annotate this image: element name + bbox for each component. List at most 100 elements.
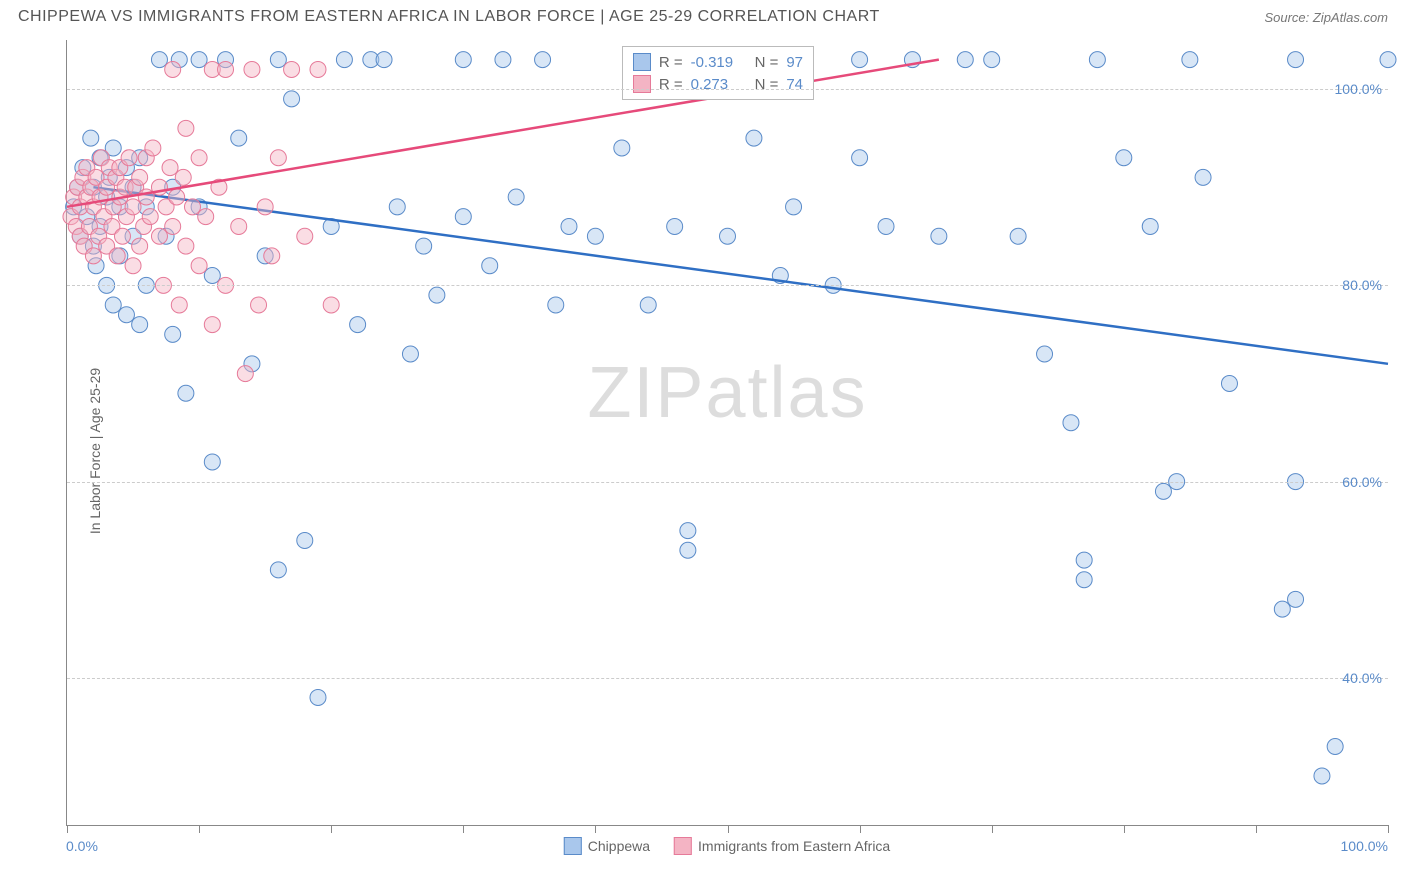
scatter-point: [852, 52, 868, 68]
scatter-point: [132, 169, 148, 185]
legend-label-chippewa: Chippewa: [588, 838, 650, 854]
legend-item-chippewa: Chippewa: [564, 837, 650, 855]
scatter-point: [376, 52, 392, 68]
scatter-point: [105, 297, 121, 313]
scatter-point: [957, 52, 973, 68]
gridline-h: [67, 89, 1388, 90]
scatter-point: [162, 160, 178, 176]
scatter-point: [1037, 346, 1053, 362]
y-tick-label: 40.0%: [1342, 670, 1382, 686]
scatter-point: [402, 346, 418, 362]
scatter-point: [640, 297, 656, 313]
trend-line: [93, 187, 1388, 364]
scatter-point: [244, 61, 260, 77]
scatter-point: [495, 52, 511, 68]
series-legend: Chippewa Immigrants from Eastern Africa: [564, 837, 890, 855]
scatter-point: [561, 218, 577, 234]
y-tick-label: 100.0%: [1335, 81, 1382, 97]
scatter-point: [184, 199, 200, 215]
scatter-point: [121, 150, 137, 166]
x-tick: [1388, 825, 1389, 833]
scatter-point: [587, 228, 603, 244]
swatch-immigrants: [633, 75, 651, 93]
n-value-chippewa: 97: [786, 54, 803, 71]
x-tick: [860, 825, 861, 833]
scatter-point: [1063, 415, 1079, 431]
gridline-h: [67, 482, 1388, 483]
x-tick: [199, 825, 200, 833]
scatter-point: [1142, 218, 1158, 234]
scatter-point: [1221, 375, 1237, 391]
scatter-point: [1076, 572, 1092, 588]
scatter-point: [1182, 52, 1198, 68]
scatter-point: [680, 523, 696, 539]
scatter-point: [178, 120, 194, 136]
scatter-point: [284, 61, 300, 77]
n-label: N =: [755, 54, 779, 71]
x-axis-min-label: 0.0%: [66, 838, 98, 854]
scatter-point: [231, 130, 247, 146]
scatter-point: [297, 228, 313, 244]
scatter-point: [204, 317, 220, 333]
scatter-point: [1010, 228, 1026, 244]
scatter-point: [1327, 739, 1343, 755]
scatter-point: [191, 150, 207, 166]
scatter-point: [169, 189, 185, 205]
scatter-point: [1076, 552, 1092, 568]
scatter-point: [878, 218, 894, 234]
scatter-point: [85, 248, 101, 264]
legend-swatch-immigrants: [674, 837, 692, 855]
scatter-point: [852, 150, 868, 166]
swatch-chippewa: [633, 53, 651, 71]
scatter-point: [1380, 52, 1396, 68]
scatter-point: [270, 52, 286, 68]
scatter-point: [786, 199, 802, 215]
y-tick-label: 60.0%: [1342, 474, 1382, 490]
correlation-legend: R = -0.319 N = 97 R = 0.273 N = 74: [622, 46, 814, 100]
scatter-point: [416, 238, 432, 254]
scatter-point: [297, 532, 313, 548]
scatter-point: [548, 297, 564, 313]
legend-item-immigrants: Immigrants from Eastern Africa: [674, 837, 890, 855]
scatter-point: [191, 52, 207, 68]
scatter-point: [508, 189, 524, 205]
scatter-point: [204, 268, 220, 284]
x-tick: [1124, 825, 1125, 833]
scatter-point: [1116, 150, 1132, 166]
scatter-point: [114, 228, 130, 244]
legend-swatch-chippewa: [564, 837, 582, 855]
scatter-point: [218, 61, 234, 77]
scatter-point: [336, 52, 352, 68]
scatter-point: [198, 209, 214, 225]
scatter-point: [191, 258, 207, 274]
scatter-point: [171, 297, 187, 313]
x-tick: [463, 825, 464, 833]
scatter-point: [270, 150, 286, 166]
scatter-point: [389, 199, 405, 215]
source-attribution: Source: ZipAtlas.com: [1264, 10, 1388, 25]
x-axis-max-label: 100.0%: [1341, 838, 1388, 854]
scatter-point: [109, 248, 125, 264]
svg-layer: [67, 40, 1388, 825]
scatter-point: [614, 140, 630, 156]
scatter-point: [270, 562, 286, 578]
scatter-point: [1274, 601, 1290, 617]
scatter-point: [264, 248, 280, 264]
y-tick-label: 80.0%: [1342, 277, 1382, 293]
x-tick: [992, 825, 993, 833]
scatter-point: [257, 199, 273, 215]
scatter-plot-area: ZIPatlas R = -0.319 N = 97 R = 0.273 N =…: [66, 40, 1388, 826]
scatter-point: [323, 297, 339, 313]
scatter-point: [429, 287, 445, 303]
r-label: R =: [659, 54, 683, 71]
scatter-point: [350, 317, 366, 333]
scatter-point: [482, 258, 498, 274]
chart-container: In Labor Force | Age 25-29 ZIPatlas R = …: [18, 40, 1388, 862]
scatter-point: [118, 307, 134, 323]
r-value-chippewa: -0.319: [691, 54, 747, 71]
scatter-point: [145, 140, 161, 156]
x-tick: [331, 825, 332, 833]
scatter-point: [237, 366, 253, 382]
scatter-point: [746, 130, 762, 146]
scatter-point: [151, 52, 167, 68]
